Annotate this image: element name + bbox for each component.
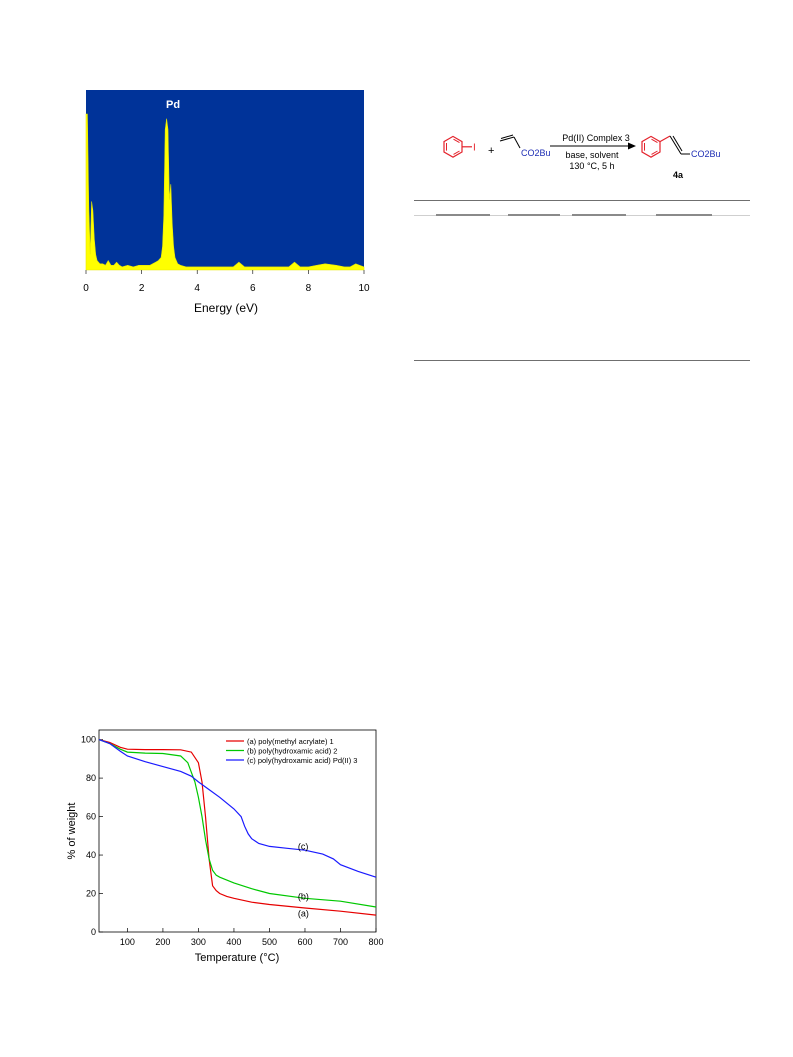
edx-x-tick-label: 6 <box>250 283 256 294</box>
tga-curves: (a) (b) (c) <box>98 739 377 919</box>
iodine-atom-label: I <box>473 143 476 154</box>
tga-curve-label: (a) <box>298 909 309 919</box>
tga-series-line <box>98 739 377 916</box>
tga-y-tick-label: 60 <box>86 812 96 822</box>
tga-y-tick-label: 100 <box>81 735 96 745</box>
edx-x-tick-label: 10 <box>358 283 370 294</box>
product-compound-id: 4a <box>673 170 684 180</box>
tga-series-line <box>98 739 377 878</box>
table-bottom-rule <box>414 360 750 361</box>
catalyst-label: Pd(II) Complex 3 <box>562 133 630 143</box>
tga-axes: 100 200 300 400 500 600 700 800 0 20 40 60 80 100 <box>81 735 384 947</box>
tga-y-tick-label: 0 <box>91 927 96 937</box>
tga-x-tick-label: 200 <box>155 937 170 947</box>
heck-reaction-scheme: I + CO2Bu Pd(II) Complex 3 base, solvent… <box>443 133 721 180</box>
tga-x-tick-label: 300 <box>191 937 206 947</box>
conditions-line-2: 130 °C, 5 h <box>569 161 614 171</box>
tga-x-tick-label: 600 <box>297 937 312 947</box>
tga-plot-frame <box>98 729 377 933</box>
table-header-segment <box>656 214 712 216</box>
edx-x-tick-label: 0 <box>83 283 89 294</box>
edx-x-tick-label: 2 <box>139 283 145 294</box>
conditions-line-1: base, solvent <box>565 150 619 160</box>
tga-x-tick-label: 100 <box>120 937 135 947</box>
tga-legend-label: (b) poly(hydroxamic acid) 2 <box>247 747 337 756</box>
edx-x-tick-label: 4 <box>194 283 200 294</box>
tga-y-axis-label: % of weight <box>66 803 78 860</box>
tga-x-tick-label: 500 <box>262 937 277 947</box>
edx-spectrum-chart: Pd 0 2 4 6 8 10 Energy (eV) <box>83 90 370 315</box>
tga-series-line <box>98 739 377 908</box>
edx-x-axis-label: Energy (eV) <box>194 301 258 315</box>
plus-sign: + <box>488 145 494 157</box>
butyl-acrylate-structure: CO2Bu <box>499 134 551 158</box>
acrylate-ester-label: CO2Bu <box>521 148 551 158</box>
reaction-arrow-head <box>628 142 636 150</box>
tga-chart: 100 200 300 400 500 600 700 800 0 20 40 60 80 100 (a)… <box>66 729 384 964</box>
table-top-rule <box>414 200 750 201</box>
edx-spectrum-trace <box>85 113 365 271</box>
butyl-cinnamate-structure: CO2Bu 4a <box>641 135 721 180</box>
edx-plot-background <box>86 90 364 270</box>
tga-y-tick-label: 20 <box>86 889 96 899</box>
product-ester-label: CO2Bu <box>691 149 721 159</box>
iodobenzene-structure: I <box>443 135 476 158</box>
tga-legend-label: (a) poly(methyl acrylate) 1 <box>247 737 334 746</box>
table-header-segment <box>508 214 560 216</box>
edx-x-axis-ticks: 0 2 4 6 8 10 <box>83 270 370 294</box>
table-header-segment <box>572 214 626 216</box>
tga-x-axis-label: Temperature (°C) <box>195 952 279 964</box>
edx-x-tick-label: 8 <box>306 283 312 294</box>
tga-legend-label: (c) poly(hydroxamic acid) Pd(II) 3 <box>247 756 357 765</box>
tga-curve-label: (c) <box>298 841 309 851</box>
table-header-segment <box>436 214 490 216</box>
tga-y-tick-label: 80 <box>86 773 96 783</box>
tga-x-tick-label: 400 <box>226 937 241 947</box>
tga-y-tick-label: 40 <box>86 850 96 860</box>
edx-pd-peak-label: Pd <box>166 99 180 111</box>
tga-x-tick-label: 800 <box>368 937 383 947</box>
tga-curve-label: (b) <box>298 891 309 901</box>
tga-x-tick-label: 700 <box>333 937 348 947</box>
tga-legend: (a) poly(methyl acrylate) 1(b) poly(hydr… <box>226 737 357 765</box>
